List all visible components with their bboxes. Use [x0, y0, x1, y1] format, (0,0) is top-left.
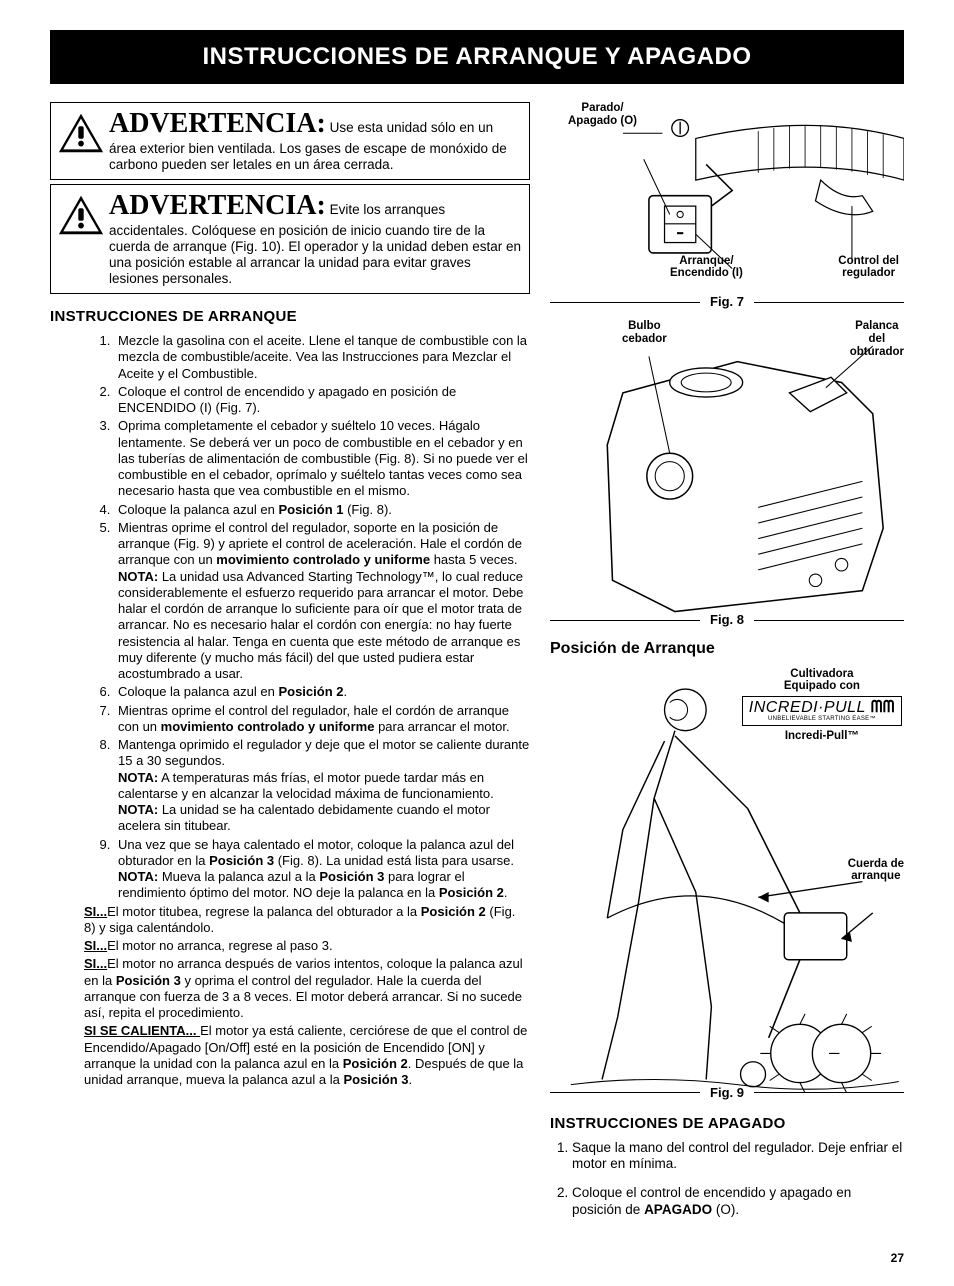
fig9-label-rope: Cuerda de arranque [848, 858, 904, 883]
fig8-label-choke: Palanca del obturador [850, 320, 904, 358]
step-4: Coloque la palanca azul en Posición 1 (F… [114, 502, 530, 518]
fig9-label-equipped: Cultivadora Equipado con [742, 668, 902, 693]
figure-9: Cultivadora Equipado con INCREDI·PULL ᗰᗰ… [550, 663, 904, 1101]
fig7-label-start: Arranque/ Encendido (I) [670, 255, 743, 280]
stop-step-1: Saque la mano del control del regulador.… [572, 1140, 904, 1174]
si-line-4: SI SE CALIENTA... El motor ya está calie… [50, 1023, 530, 1088]
si-line-1: SI...El motor titubea, regrese la palanc… [50, 904, 530, 937]
page-title: INSTRUCCIONES DE ARRANQUE Y APAGADO [50, 30, 904, 84]
start-instructions-heading: INSTRUCCIONES DE ARRANQUE [50, 308, 530, 327]
warning-text-2: ADVERTENCIA: Evite los arranques acciden… [109, 189, 523, 287]
step-1: Mezcle la gasolina con el aceite. Llene … [114, 333, 530, 382]
figure-7: Parado/ Apagado (O) Arranque/ Encendido … [550, 102, 904, 310]
warning-box-1: ADVERTENCIA: Use esta unidad sólo en un … [50, 102, 530, 180]
fig9-label-incredi: Incredi-Pull™ [742, 730, 902, 743]
step-3: Oprima completamente el cebador y suélte… [114, 418, 530, 499]
stop-instructions-heading: INSTRUCCIONES DE APAGADO [550, 1115, 904, 1134]
step-9: Una vez que se haya calentado el motor, … [114, 837, 530, 902]
si-line-2: SI...El motor no arranca, regrese al pas… [50, 938, 530, 954]
step-8: Mantenga oprimido el regulador y deje qu… [114, 737, 530, 835]
right-column: Parado/ Apagado (O) Arranque/ Encendido … [550, 102, 904, 1231]
fig8-label-primer: Bulbo cebador [622, 320, 667, 345]
start-steps-list: Mezcle la gasolina con el aceite. Llene … [50, 333, 530, 902]
step-7: Mientras oprime el control del regulador… [114, 703, 530, 736]
fig8-illustration [550, 320, 904, 622]
warning-box-2: ADVERTENCIA: Evite los arranques acciden… [50, 184, 530, 294]
stop-steps-list: Saque la mano del control del regulador.… [550, 1140, 904, 1220]
si-line-3: SI...El motor no arranca después de vari… [50, 956, 530, 1021]
warning-icon [53, 107, 109, 155]
warning-text-1: ADVERTENCIA: Use esta unidad sólo en un … [109, 107, 523, 173]
page-number: 27 [50, 1251, 904, 1266]
fig7-label-throttle: Control del regulador [838, 255, 899, 280]
step-5: Mientras oprime el control del regulador… [114, 520, 530, 683]
left-column: ADVERTENCIA: Use esta unidad sólo en un … [50, 102, 530, 1231]
incredi-pull-logo: INCREDI·PULL ᗰᗰ UNBELIEVABLE STARTING EA… [742, 696, 902, 726]
step-2: Coloque el control de encendido y apagad… [114, 384, 530, 417]
stop-step-2: Coloque el control de encendido y apagad… [572, 1185, 904, 1219]
fig7-label-stop: Parado/ Apagado (O) [568, 102, 637, 127]
fig9-heading: Posición de Arranque [550, 639, 904, 659]
warning-icon [53, 189, 109, 237]
step-6: Coloque la palanca azul en Posición 2. [114, 684, 530, 700]
figure-8: Bulbo cebador Palanca del obturador Fig.… [550, 320, 904, 628]
